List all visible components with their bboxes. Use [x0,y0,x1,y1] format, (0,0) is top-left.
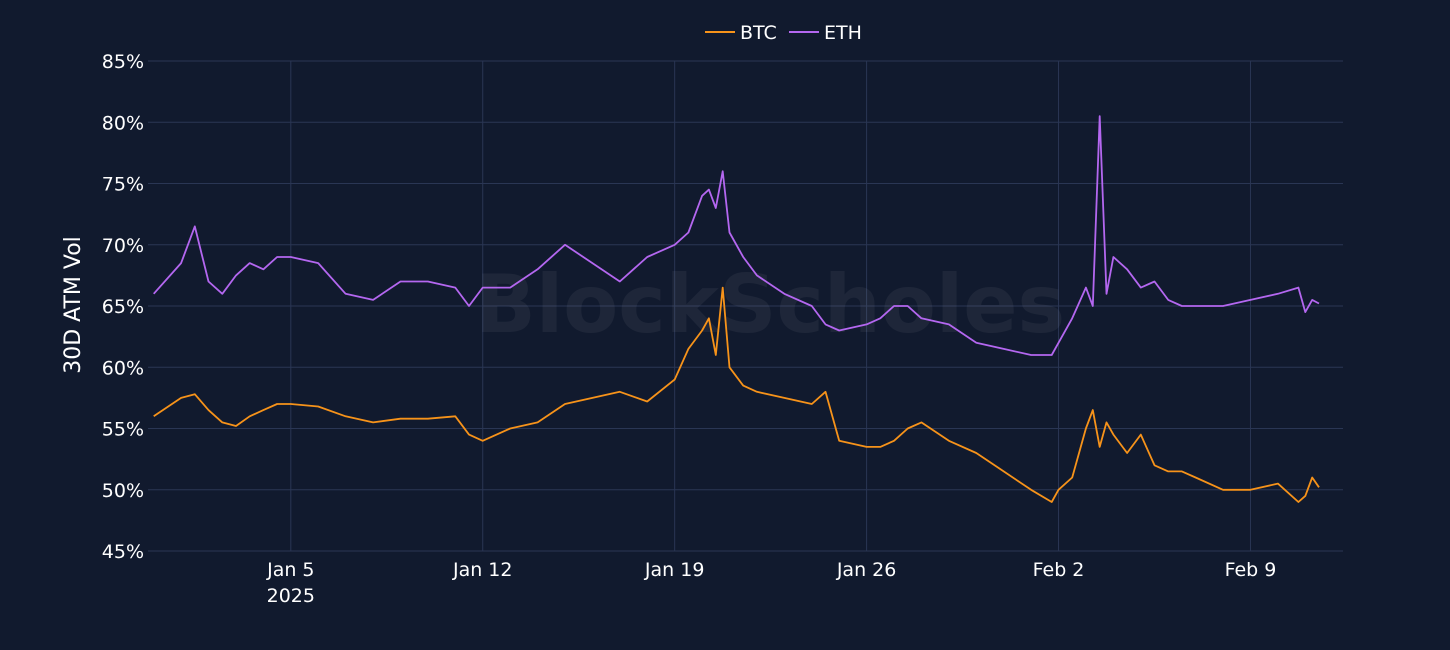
grid-lines [148,60,1343,552]
x-tick-label: Jan 26 [836,559,897,581]
series-lines [153,115,1320,503]
y-tick-label: 70% [102,235,144,257]
legend-label: BTC [740,22,777,44]
watermark: BlockScholes [475,258,1065,351]
legend-item-btc[interactable]: BTC [705,22,777,44]
legend[interactable]: BTC ETH [705,22,862,44]
y-axis-ticks: 45% 50% 55% 60% 65% 70% 75% 80% 85% [102,51,144,563]
y-tick-label: 65% [102,296,144,318]
legend-item-eth[interactable]: ETH [789,22,862,44]
x-axis-ticks: Jan 5 2025 Jan 12 Jan 19 Jan 26 Feb 2 Feb 9 [266,559,1276,607]
x-tick-label: Jan 12 [452,559,513,581]
y-tick-label: 55% [102,419,144,441]
y-tick-label: 80% [102,112,144,134]
x-tick-label: Jan 19 [644,559,705,581]
y-tick-label: 85% [102,51,144,73]
y-axis-title: 30D ATM Vol [61,236,86,374]
y-tick-label: 50% [102,480,144,502]
x-tick-label: Feb 9 [1225,559,1277,581]
legend-label: ETH [824,22,862,44]
x-tick-label: Feb 2 [1033,559,1085,581]
y-tick-label: 75% [102,174,144,196]
series-line-eth [153,115,1320,356]
y-tick-label: 45% [102,541,144,563]
series-line-btc [153,286,1320,503]
x-tick-label: Jan 5 [266,559,314,581]
y-tick-label: 60% [102,357,144,379]
x-tick-year-label: 2025 [267,585,315,607]
